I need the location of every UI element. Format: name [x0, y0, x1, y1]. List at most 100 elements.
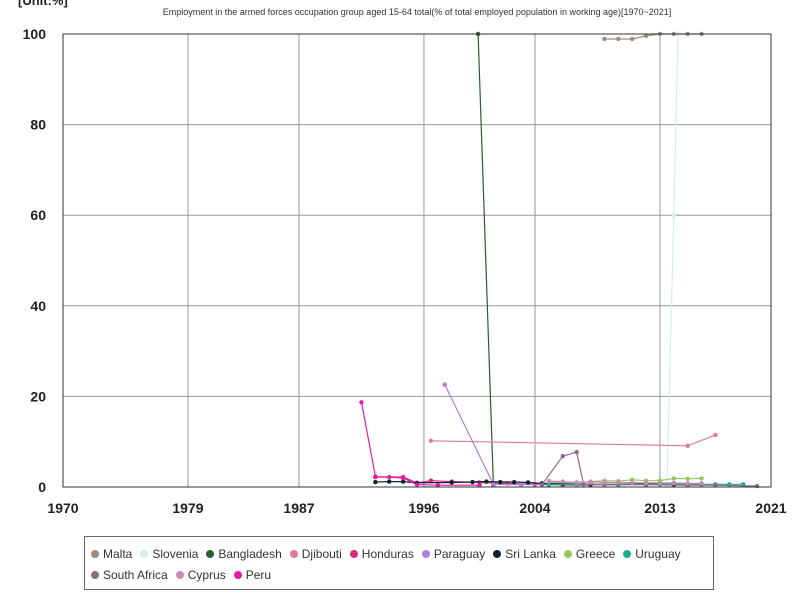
legend-label: Malta — [103, 546, 133, 561]
x-tick-label: 2021 — [755, 500, 786, 516]
legend: Malta Slovenia Bangladesh Djibouti Honduras P… — [84, 536, 714, 590]
data-point — [449, 480, 454, 485]
series-layer — [359, 31, 760, 489]
legend-label: Bangladesh — [218, 546, 282, 561]
data-point — [498, 479, 503, 485]
legend-item: Uruguay — [623, 543, 681, 564]
legend-item: Djibouti — [289, 543, 342, 564]
legend-item: Paraguay — [421, 543, 486, 564]
unit-label: [Unit:%] — [18, 0, 68, 8]
data-point — [428, 478, 434, 483]
data-point — [581, 482, 586, 487]
legend-label: Uruguay — [635, 546, 681, 561]
series-line — [477, 33, 494, 486]
y-tick-label: 80 — [30, 117, 46, 133]
data-point — [428, 438, 434, 443]
data-point — [435, 482, 441, 488]
legend-item: Sri Lanka — [493, 543, 556, 564]
data-point — [616, 480, 621, 485]
legend-label: Peru — [245, 567, 272, 582]
data-point — [546, 478, 552, 484]
data-point — [560, 453, 565, 459]
x-tick-label: 1970 — [47, 500, 78, 516]
data-point — [629, 36, 635, 42]
legend-label: South Africa — [103, 567, 168, 582]
data-point — [400, 479, 406, 484]
plot-frame — [62, 33, 772, 488]
data-point — [671, 476, 677, 481]
data-point — [442, 382, 447, 387]
legend-swatch — [175, 570, 184, 579]
legend-swatch — [349, 549, 358, 558]
series-line — [444, 384, 702, 486]
legend-swatch — [140, 549, 149, 558]
data-point — [671, 213, 677, 218]
data-point — [560, 479, 565, 484]
legend-swatch — [91, 549, 99, 558]
data-point — [400, 475, 406, 481]
data-point — [588, 479, 593, 485]
series-cyprus — [546, 478, 704, 486]
series-slovenia — [664, 31, 681, 488]
series-malta — [602, 31, 704, 42]
series-line — [548, 480, 702, 484]
y-tick-label: 0 — [38, 479, 46, 495]
legend-label: Slovenia — [152, 546, 199, 561]
data-point — [387, 479, 392, 484]
legend-label: Greece — [575, 546, 616, 561]
data-point — [414, 482, 420, 487]
legend-swatch — [493, 549, 502, 558]
grid-layer — [62, 33, 772, 488]
legend-swatch — [233, 570, 242, 579]
legend-swatch — [91, 570, 99, 579]
legend-label: Paraguay — [433, 546, 486, 561]
data-point — [699, 481, 704, 486]
x-tick-label: 2004 — [519, 500, 550, 516]
legend-item: South Africa — [91, 564, 168, 585]
x-tick-label: 2013 — [644, 500, 675, 516]
data-point — [574, 480, 579, 485]
series-djibouti — [428, 432, 718, 448]
legend-swatch — [563, 549, 572, 558]
data-point — [574, 449, 579, 455]
data-point — [525, 480, 531, 485]
axis-layer: 0 20 40 60 80 100 1970 1979 1987 1996 2004 2013 2021 — [23, 26, 787, 516]
data-point — [491, 482, 496, 487]
data-point — [643, 33, 649, 39]
y-tick-label: 100 — [23, 26, 47, 42]
chart-title: Employment in the armed forces occupatio… — [162, 7, 672, 17]
legend-swatch — [206, 549, 215, 558]
data-point — [470, 479, 475, 485]
legend-item: Greece — [563, 543, 616, 564]
legend-item: Peru — [233, 564, 272, 585]
legend-item: Slovenia — [140, 543, 198, 564]
data-point — [754, 483, 760, 489]
data-point — [713, 432, 718, 438]
data-point — [373, 479, 378, 485]
x-tick-label: 1979 — [172, 500, 203, 516]
data-point — [546, 482, 552, 487]
legend-item: Cyprus — [175, 564, 226, 585]
series-bangladesh — [475, 31, 496, 488]
data-point — [685, 481, 690, 486]
legend-item: Honduras — [349, 543, 414, 564]
x-tick-label: 1996 — [408, 500, 439, 516]
data-point — [685, 476, 690, 482]
data-point — [602, 480, 607, 485]
data-point — [643, 480, 649, 486]
data-point — [671, 480, 677, 486]
legend-swatch — [623, 549, 632, 558]
data-point — [359, 400, 364, 405]
legend-label: Sri Lanka — [505, 546, 556, 561]
legend-label: Honduras — [361, 546, 414, 561]
legend-item: Bangladesh — [206, 543, 282, 564]
legend-swatch — [289, 549, 298, 558]
y-tick-label: 60 — [30, 207, 46, 223]
data-point — [629, 480, 635, 485]
data-point — [373, 474, 378, 479]
series-line — [666, 33, 679, 486]
series-paraguay — [442, 382, 704, 488]
data-point — [518, 482, 524, 487]
data-point — [539, 482, 545, 487]
